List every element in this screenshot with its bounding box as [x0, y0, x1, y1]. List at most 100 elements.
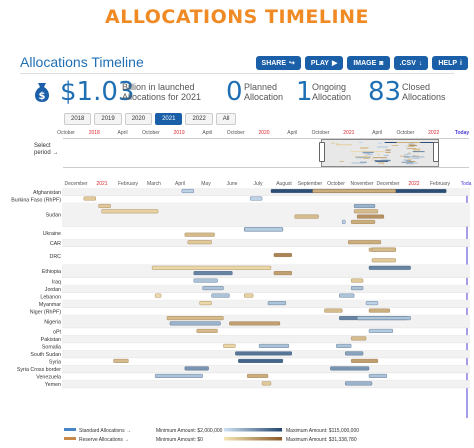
closed-label-2: Allocations — [402, 92, 446, 102]
minimap-bar — [336, 144, 353, 146]
legend-text: Maximum Amount: $31,338,780 — [286, 437, 357, 443]
country-label: oPt — [53, 330, 61, 336]
country-label: DRC — [50, 254, 62, 260]
year-button-2018[interactable]: 2018 — [64, 113, 92, 125]
reserve-allocation-bar[interactable] — [247, 373, 269, 378]
period-handle-right[interactable] — [433, 142, 439, 162]
standard-allocation-bar[interactable] — [258, 343, 289, 348]
standard-allocation-bar[interactable] — [169, 321, 221, 326]
period-selector[interactable] — [63, 138, 469, 168]
standard-allocation-bar[interactable] — [181, 189, 194, 193]
standard-allocation-bar[interactable] — [211, 293, 230, 298]
reserve-allocation-bar[interactable] — [368, 308, 390, 313]
standard-allocation-bar[interactable] — [356, 316, 411, 321]
standard-allocation-bar[interactable] — [238, 358, 284, 363]
timeline-tick-label: 2022 — [408, 181, 419, 187]
overview-tick-label: 2022 — [428, 130, 440, 136]
minimap-bar — [407, 145, 415, 147]
standard-allocation-bar[interactable] — [193, 271, 233, 276]
reserve-allocation-bar[interactable] — [356, 214, 385, 219]
timeline-tick-label: May — [201, 181, 211, 187]
reserve-allocation-bar[interactable] — [351, 219, 376, 224]
standard-allocation-bar[interactable] — [267, 301, 286, 306]
reserve-allocation-bar[interactable] — [244, 293, 254, 298]
reserve-allocation-bar[interactable] — [154, 293, 162, 298]
reserve-allocation-bar[interactable] — [199, 301, 212, 306]
standard-allocation-bar[interactable] — [330, 366, 370, 371]
standard-allocation-bar[interactable] — [202, 286, 224, 291]
timeline-tick-label: July — [254, 181, 263, 187]
image-button[interactable]: IMAGE ◙ — [347, 56, 390, 70]
standard-allocation-bar[interactable] — [154, 373, 203, 378]
reserve-allocation-bar[interactable] — [184, 232, 215, 237]
year-button-2021[interactable]: 2021 — [155, 113, 183, 125]
image-button-label: IMAGE — [353, 59, 377, 67]
reserve-allocation-bar[interactable] — [351, 278, 364, 283]
reserve-allocation-bar[interactable] — [187, 240, 212, 245]
reserve-allocation-bar[interactable] — [196, 328, 218, 333]
play-button[interactable]: PLAY ▶ — [304, 56, 344, 70]
standard-allocation-bar[interactable] — [336, 343, 352, 348]
standard-allocation-bar[interactable] — [250, 196, 263, 201]
standard-allocation-bar[interactable] — [368, 373, 387, 378]
reserve-allocation-bar[interactable] — [351, 358, 379, 363]
reserve-allocation-bar[interactable] — [151, 265, 272, 270]
minimap-bar — [407, 160, 416, 162]
standard-allocation-bar[interactable] — [345, 351, 364, 356]
overview-tick-label: 2021 — [343, 130, 355, 136]
share-button[interactable]: SHARE ↪ — [255, 56, 301, 70]
reserve-allocation-bar[interactable] — [229, 321, 281, 326]
standard-allocation-bar[interactable] — [353, 204, 376, 208]
reserve-allocation-bar[interactable] — [101, 209, 159, 214]
standard-allocation-bar[interactable] — [368, 265, 411, 270]
reserve-allocation-bar[interactable] — [83, 196, 96, 201]
minimap-bar — [385, 149, 391, 151]
reserve-allocation-bar[interactable] — [353, 209, 379, 214]
standard-allocation-bar[interactable] — [345, 381, 373, 386]
year-filter: 2018 2019 2020 2021 2022 All — [64, 113, 237, 125]
reserve-allocation-bar[interactable] — [294, 214, 319, 219]
reserve-allocation-bar[interactable] — [324, 308, 343, 313]
planned-label-2: Allocation — [244, 92, 284, 102]
reserve-allocation-bar[interactable] — [273, 253, 292, 257]
standard-allocation-bar[interactable] — [351, 286, 364, 291]
reserve-allocation-bar[interactable] — [166, 316, 224, 321]
closed-count: 83 — [368, 77, 402, 107]
reserve-allocation-bar[interactable] — [312, 189, 396, 193]
reserve-allocation-bar[interactable] — [348, 240, 382, 245]
minimap-bar — [378, 142, 383, 144]
standard-allocation-bar[interactable] — [244, 227, 284, 232]
overview-tick-label: October — [141, 130, 160, 136]
reserve-allocation-bar[interactable] — [261, 381, 272, 386]
standard-allocation-bar[interactable] — [339, 293, 355, 298]
standard-allocation-bar[interactable] — [235, 351, 292, 356]
reserve-allocation-bar[interactable] — [273, 271, 292, 276]
reserve-allocation-bar[interactable] — [223, 343, 236, 348]
reserve-allocation-bar[interactable] — [113, 358, 129, 363]
help-button[interactable]: HELP i — [432, 56, 468, 70]
ongoing-label-2: Allocation — [312, 92, 352, 102]
standard-allocation-bar[interactable] — [342, 219, 346, 224]
country-label: Niger (RhPF) — [30, 309, 61, 315]
standard-allocation-bar[interactable] — [184, 366, 209, 371]
legend: Standard Allocations → Reserve Allocation… — [62, 426, 472, 446]
year-button-all[interactable]: All — [215, 113, 237, 125]
selected-period-window[interactable] — [321, 139, 439, 167]
standard-allocation-bar[interactable] — [365, 301, 379, 306]
country-label: Lebanon — [40, 294, 61, 300]
reserve-allocation-bar[interactable] — [371, 258, 396, 263]
minimap-bar — [360, 147, 369, 149]
reserve-allocation-bar[interactable] — [98, 204, 111, 208]
reserve-allocation-bar[interactable] — [351, 336, 367, 341]
reserve-allocation-bar[interactable] — [371, 247, 396, 252]
year-button-2020[interactable]: 2020 — [124, 113, 153, 125]
year-button-2019[interactable]: 2019 — [94, 113, 122, 125]
legend-text: Maximum Amount: $115,000,000 — [286, 428, 359, 434]
csv-button[interactable]: .CSV ↓ — [393, 56, 429, 70]
standard-allocation-bar[interactable] — [193, 278, 218, 283]
standard-allocation-bar[interactable] — [368, 328, 393, 333]
period-handle-left[interactable] — [319, 142, 325, 162]
minimap-bar — [363, 157, 370, 159]
year-button-2022[interactable]: 2022 — [185, 113, 213, 125]
minimap-bar — [377, 162, 384, 164]
